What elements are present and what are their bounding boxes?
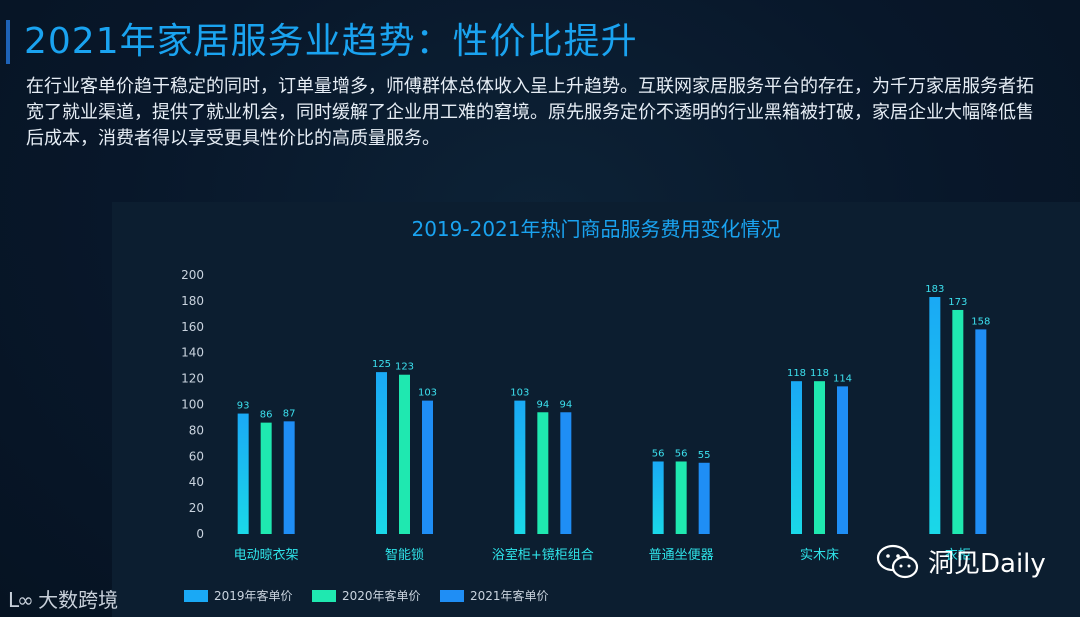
category-label: 衣柜	[945, 547, 971, 563]
bar-1	[791, 381, 802, 534]
legend-label: 2021年客单价	[470, 588, 549, 603]
data-label: 183	[925, 284, 944, 295]
bar-1	[514, 400, 526, 534]
data-label: 86	[260, 410, 273, 421]
data-label: 93	[237, 401, 250, 412]
bar-3	[975, 329, 987, 534]
category-label: 智能锁	[385, 547, 424, 563]
data-label: 94	[536, 399, 549, 410]
bar-1	[237, 413, 249, 534]
page-title: 2021年家居服务业趋势：性价比提升	[24, 21, 638, 62]
bar-3	[698, 462, 710, 534]
logo-text: 大数跨境	[38, 588, 119, 612]
logo-mark-icon: L∞	[8, 588, 34, 612]
data-label: 123	[395, 362, 414, 373]
bar-1	[376, 372, 387, 534]
y-tick-label: 40	[189, 475, 204, 489]
data-label: 103	[418, 388, 437, 399]
bar-3	[837, 386, 848, 534]
category-label: 浴室柜+镜柜组合	[492, 547, 594, 563]
y-tick-label: 80	[189, 423, 204, 437]
data-label: 125	[372, 359, 391, 370]
wechat-watermark: 洞见Daily	[876, 543, 1046, 580]
bar-2	[814, 381, 825, 534]
category-label: 电动晾衣架	[234, 547, 299, 563]
legend-label: 2020年客单价	[342, 588, 421, 603]
legend-label: 2019年客单价	[214, 588, 293, 603]
y-tick-label: 60	[189, 449, 204, 463]
bar-1	[929, 297, 941, 534]
legend-swatch	[184, 590, 208, 602]
bar-3	[283, 421, 295, 534]
title-accent-bar	[6, 20, 10, 64]
y-tick-label: 160	[181, 320, 204, 334]
data-label: 103	[510, 388, 529, 399]
y-tick-label: 200	[181, 268, 204, 282]
bar-3	[560, 412, 572, 534]
data-label: 118	[810, 368, 829, 379]
y-tick-label: 180	[181, 294, 204, 308]
bar-3	[422, 400, 433, 534]
data-label: 87	[283, 408, 296, 419]
data-label: 56	[652, 448, 665, 459]
legend-swatch	[440, 590, 464, 602]
wechat-account-name: 洞见Daily	[928, 549, 1046, 579]
data-label: 56	[675, 448, 688, 459]
bar-chart: 2019-2021年热门商品服务费用变化情况 0 20 40 60 80 100 120 14…	[181, 217, 990, 603]
intro-paragraph: 在行业客单价趋于稳定的同时，订单量增多，师傅群体总体收入呈上升趋势。互联网家居服…	[26, 76, 1034, 149]
data-label: 158	[971, 316, 990, 327]
data-label: 55	[698, 450, 711, 461]
y-tick-label: 0	[196, 527, 204, 541]
data-label: 114	[833, 373, 852, 384]
y-tick-label: 20	[189, 501, 204, 515]
bar-2	[399, 374, 410, 534]
bar-2	[537, 412, 549, 534]
bar-2	[952, 309, 964, 534]
dashukuajing-logo: L∞ 大数跨境	[8, 584, 118, 613]
category-label: 实木床	[800, 548, 839, 563]
wechat-icon	[876, 544, 919, 578]
category-label: 普通坐便器	[649, 548, 714, 563]
legend-swatch	[312, 590, 336, 602]
bar-2	[260, 422, 272, 534]
y-tick-label: 120	[181, 372, 204, 386]
bar-1	[652, 461, 664, 534]
data-label: 173	[948, 297, 967, 308]
y-tick-label: 140	[181, 346, 204, 360]
bar-2	[675, 461, 687, 534]
chart-panel: 2019-2021年热门商品服务费用变化情况 0 20 40 60 80 100 120 14…	[112, 202, 1080, 617]
data-label: 118	[787, 368, 806, 379]
y-tick-label: 100	[181, 398, 204, 412]
chart-title: 2019-2021年热门商品服务费用变化情况	[411, 217, 780, 241]
data-label: 94	[559, 399, 572, 410]
